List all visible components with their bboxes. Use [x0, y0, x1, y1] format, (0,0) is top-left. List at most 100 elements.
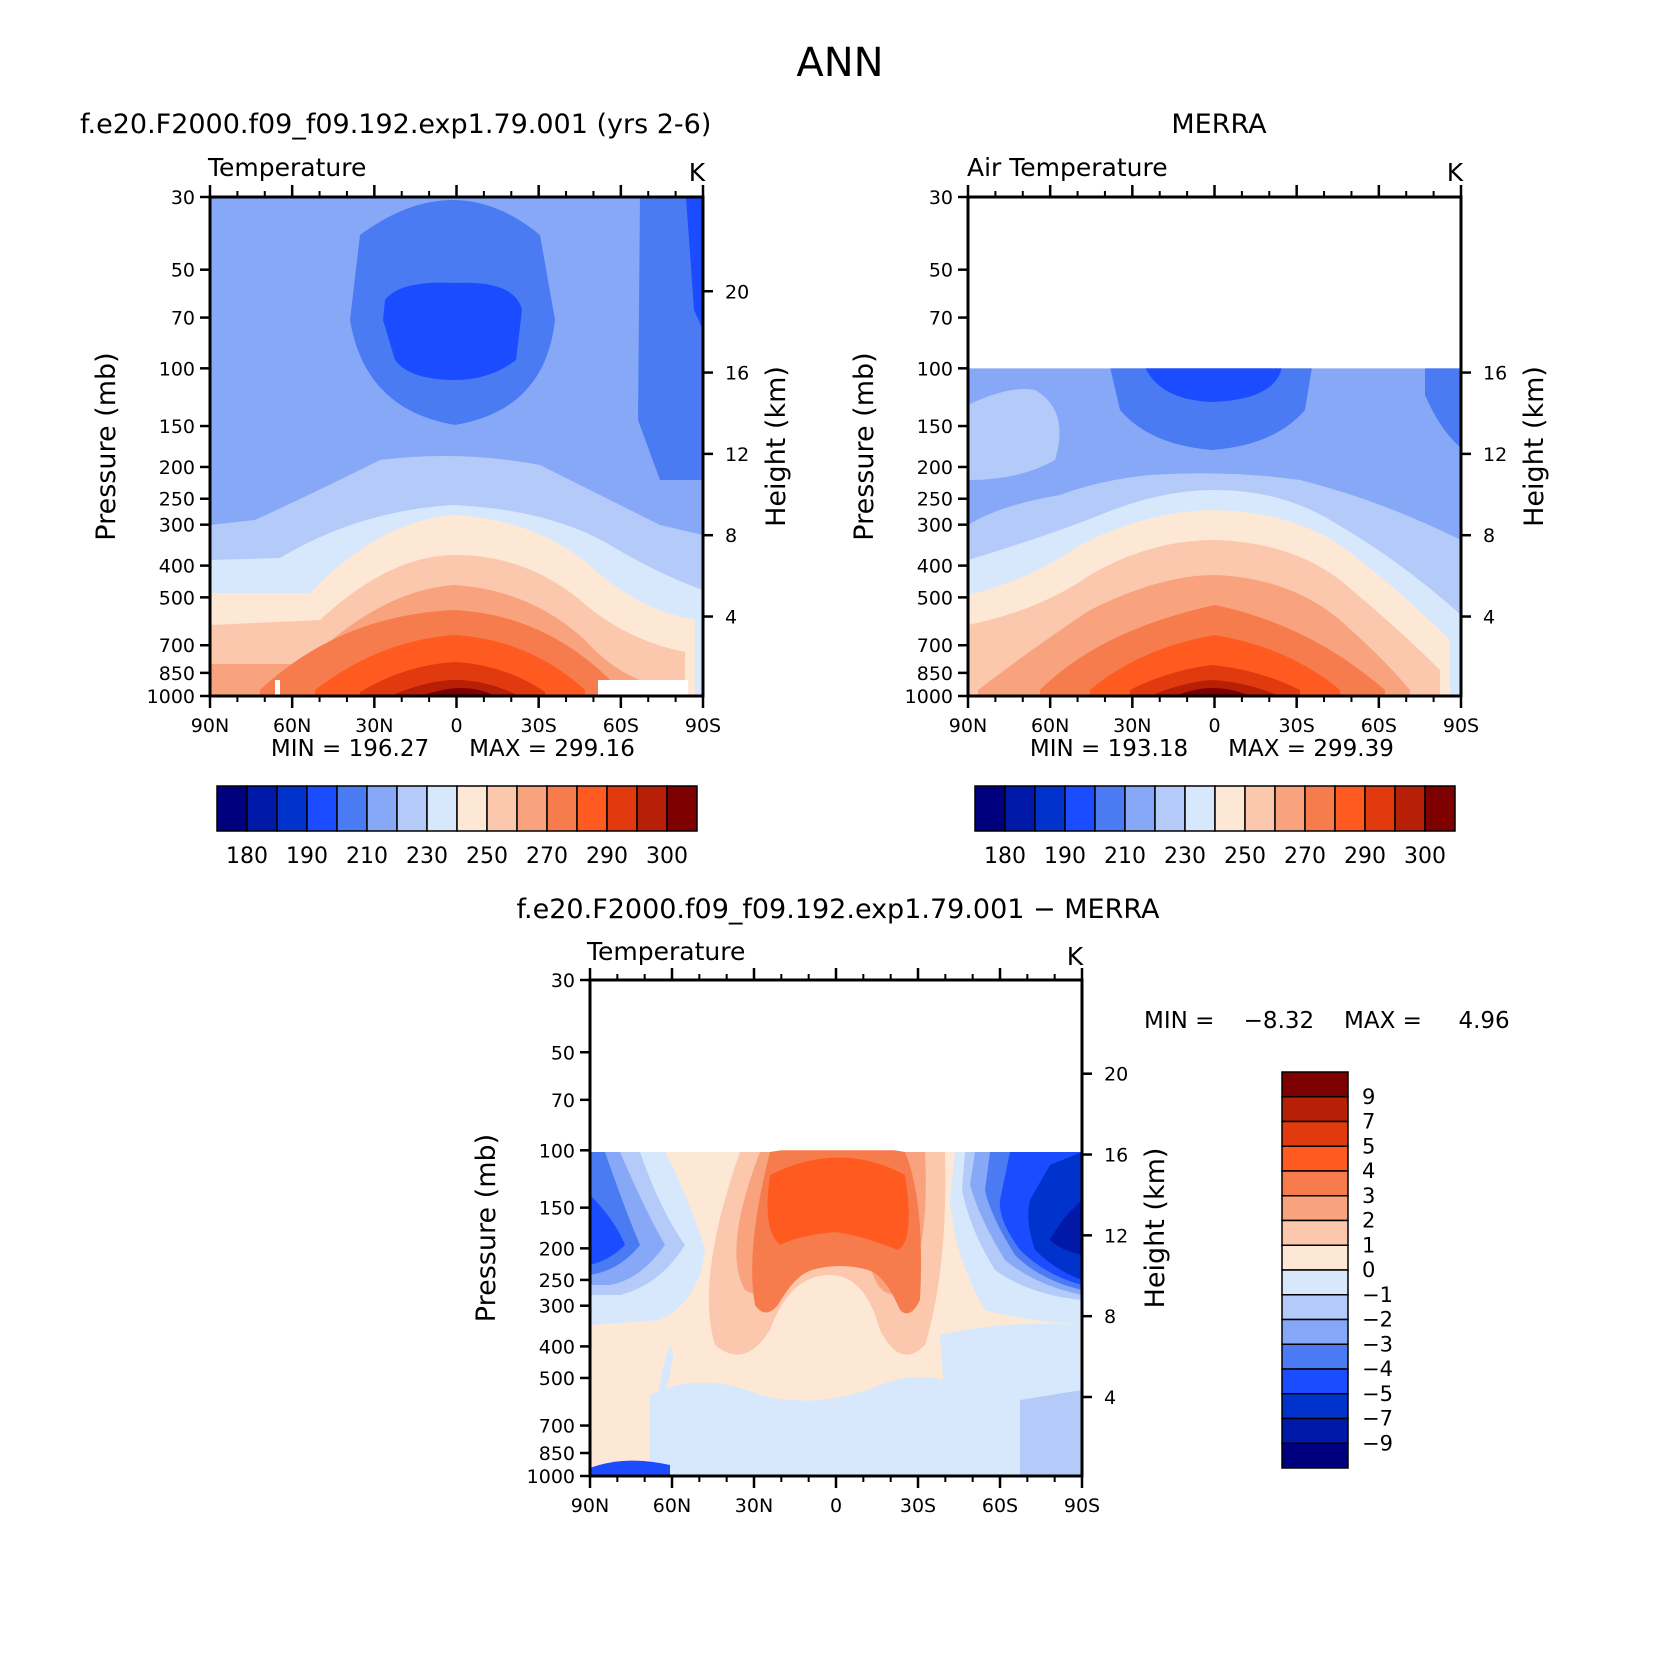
colorbar-3-swatch [1281, 1318, 1349, 1345]
panel2-xtick-label: 0 [1208, 715, 1220, 737]
panel1-ytick-label: 250 [159, 489, 195, 511]
colorbar-1-label: 270 [526, 844, 568, 869]
colorbar-2-swatch [1214, 785, 1246, 832]
colorbar-1-label: 250 [466, 844, 508, 869]
colorbar-1-label: 290 [586, 844, 628, 869]
colorbar-3-swatch [1281, 1417, 1349, 1444]
colorbar-2-label: 190 [1044, 844, 1086, 869]
panel1-ytick-label: 500 [159, 587, 195, 609]
colorbar-2-swatch [1124, 785, 1156, 832]
colorbar-1-swatch [606, 785, 638, 832]
panel1-ytick-label: 200 [159, 457, 195, 479]
panel3-axes: 305070100150200250300400500700850100090N… [471, 968, 1171, 1517]
colorbar-3-label: 0 [1362, 1258, 1375, 1282]
panel3-ytick-label: 1000 [527, 1466, 575, 1488]
panel2-xtick-label: 90N [949, 715, 987, 737]
colorbar-3-label: 7 [1362, 1110, 1375, 1134]
panel2-min-label: MIN = 193.18 [1030, 736, 1188, 762]
colorbar-2-swatch [1364, 785, 1396, 832]
panel3-ylabel-right: Height (km) [1140, 1148, 1171, 1309]
panel3-ylabel: Pressure (mb) [471, 1134, 502, 1322]
panel2-ytick-label: 70 [929, 308, 953, 330]
panel1-band-15 [420, 688, 495, 696]
panel1: Temperature K 30507010015020025030040050… [91, 153, 792, 737]
panel2-variable: Air Temperature [967, 153, 1168, 182]
panel1-ytick-label: 700 [159, 635, 195, 657]
panel3-height-tick-label: 8 [1104, 1306, 1116, 1328]
panel1-xtick-label: 60N [273, 715, 311, 737]
colorbar-2-label: 290 [1344, 844, 1386, 869]
panel2-xtick-label: 30N [1113, 715, 1151, 737]
panel3-band-13 [1050, 1200, 1082, 1255]
colorbar-2: 180 190 210 230 250 270 290 300 [974, 785, 1456, 869]
colorbar-3-label: −4 [1362, 1357, 1393, 1381]
panel1-gap-1 [598, 680, 688, 696]
panel2-ytick-label: 250 [917, 489, 953, 511]
colorbar-1: 180 190 210 230 250 270 290 300 [216, 785, 698, 869]
colorbar-2-swatch [1304, 785, 1336, 832]
panel1-ytick-label: 850 [159, 663, 195, 685]
colorbar-1-swatch [276, 785, 308, 832]
panel2-ytick-label: 700 [917, 635, 953, 657]
colorbar-3-swatch [1281, 1269, 1349, 1296]
panel2-height-tick-label: 16 [1483, 363, 1507, 385]
panel2-xtick-label: 60N [1031, 715, 1069, 737]
panel3-xtick-label: 60N [653, 1495, 691, 1517]
panel3-ytick-label: 30 [551, 970, 575, 992]
colorbar-1-swatch [246, 785, 278, 832]
panel1-xtick-label: 0 [450, 715, 462, 737]
colorbar-2-swatch [1334, 785, 1366, 832]
colorbar-3-swatch [1281, 1071, 1349, 1098]
panel2-xtick-label: 60S [1361, 715, 1397, 737]
panel3-ytick-label: 200 [539, 1238, 575, 1260]
panel2-ytick-label: 200 [917, 457, 953, 479]
colorbar-3-swatch [1281, 1294, 1349, 1321]
colorbar-2-swatch [974, 785, 1006, 832]
panel1-band-3 [686, 197, 703, 330]
panel2-ytick-label: 50 [929, 260, 953, 282]
panel3-height-tick-label: 4 [1104, 1387, 1116, 1409]
colorbar-3-swatch [1281, 1393, 1349, 1420]
colorbar-1-swatch [546, 785, 578, 832]
panel3-band-15 [1020, 1390, 1082, 1476]
colorbar-1-label: 230 [406, 844, 448, 869]
panel1-ytick-label: 150 [159, 416, 195, 438]
colorbar-1-label: 190 [286, 844, 328, 869]
colorbar-1-swatch [666, 785, 698, 832]
panel3-band-16 [650, 1377, 980, 1476]
colorbar-2-label: 210 [1104, 844, 1146, 869]
panel3-ytick-label: 70 [551, 1090, 575, 1112]
panel3-min-label: MIN = −8.32 [1144, 1008, 1314, 1034]
colorbar-1-swatch [456, 785, 488, 832]
colorbar-3-swatch [1281, 1096, 1349, 1123]
colorbar-3-label: 3 [1362, 1184, 1375, 1208]
panel2-height-tick-label: 12 [1483, 444, 1507, 466]
panel3-height-tick-label: 16 [1104, 1145, 1128, 1167]
panel1-height-tick-label: 12 [725, 444, 749, 466]
panel1-variable: Temperature [207, 153, 366, 182]
colorbar-1-swatch [336, 785, 368, 832]
panel2-height-tick-label: 4 [1483, 607, 1495, 629]
colorbar-3-swatch [1281, 1120, 1349, 1147]
panel3-field [590, 1150, 1082, 1476]
panel2-ytick-label: 150 [917, 416, 953, 438]
colorbar-3-label: −9 [1362, 1431, 1393, 1455]
colorbar-3-swatch [1281, 1343, 1349, 1370]
panel1-gap-2 [275, 680, 280, 696]
panel1-height-tick-label: 20 [725, 281, 749, 303]
panel3-ytick-label: 700 [539, 1416, 575, 1438]
colorbar-3-label: −5 [1362, 1382, 1393, 1406]
panel1-xtick-label: 90S [685, 715, 721, 737]
panel3-height-tick-label: 20 [1104, 1064, 1128, 1086]
panel2-band-4 [1145, 368, 1282, 402]
panel1-ytick-label: 50 [171, 260, 195, 282]
colorbar-1-swatch [576, 785, 608, 832]
colorbar-3-label: −2 [1362, 1308, 1393, 1332]
panel3-xtick-label: 90N [571, 1495, 609, 1517]
colorbar-2-swatch [1394, 785, 1426, 832]
colorbar-1-label: 210 [346, 844, 388, 869]
panel2-title: MERRA [1171, 109, 1267, 140]
colorbar-3-label: 4 [1362, 1159, 1375, 1183]
